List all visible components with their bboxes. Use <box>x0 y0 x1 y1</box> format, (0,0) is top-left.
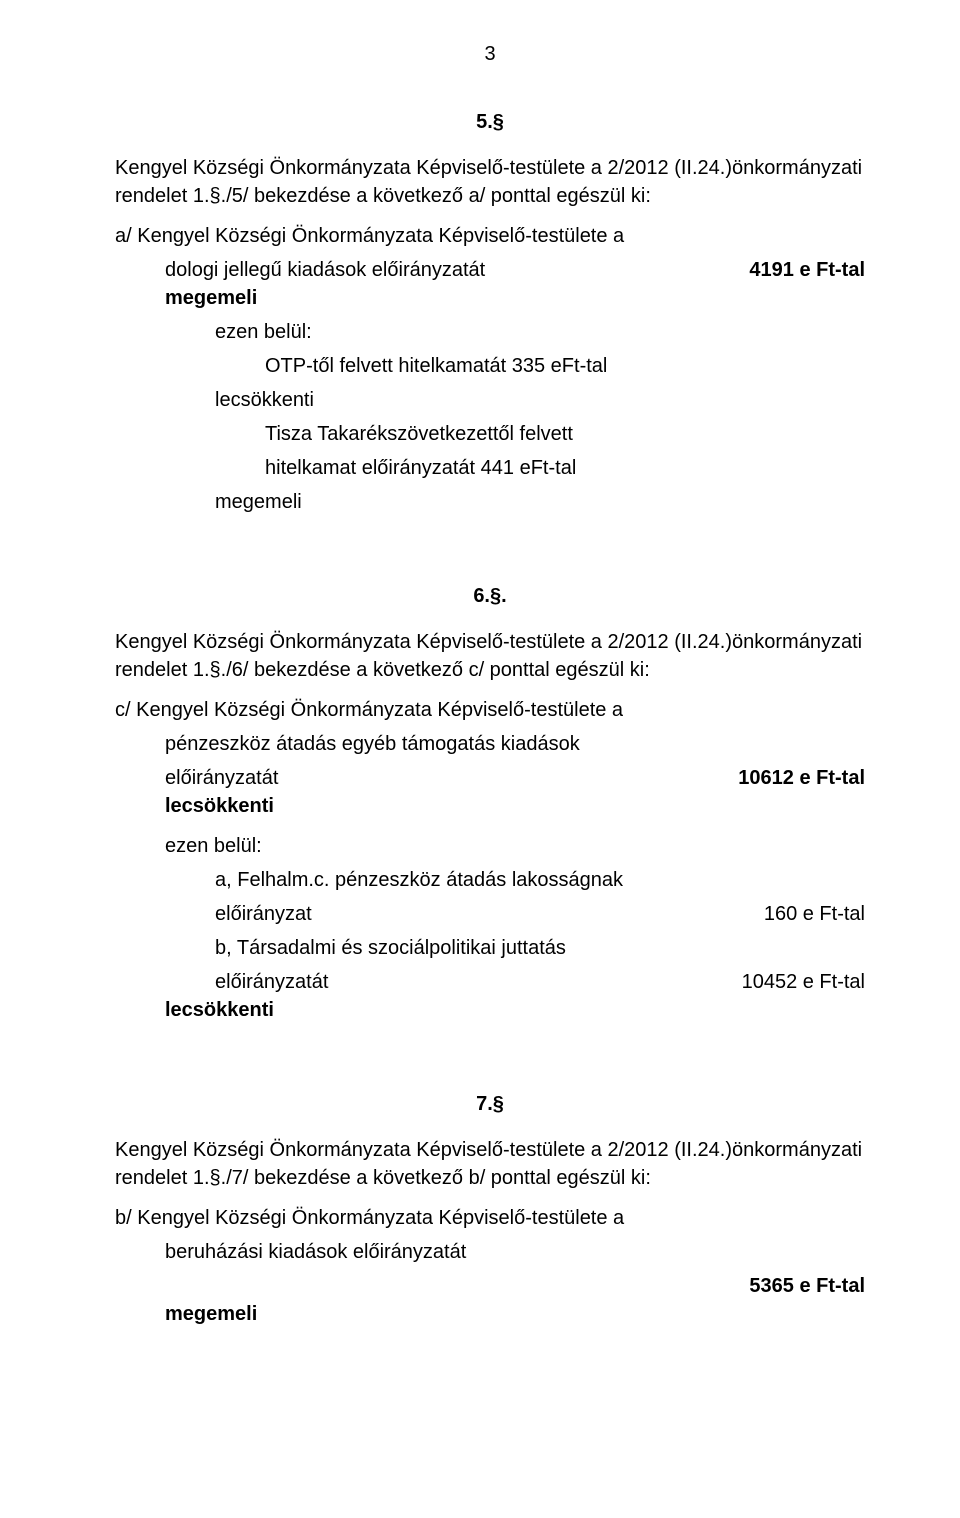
section-6-intro: Kengyel Községi Önkormányzata Képviselő-… <box>115 628 865 684</box>
section-6-lecsokkenti2: lecsökkenti <box>115 996 865 1024</box>
section-7-megemeli: megemeli <box>115 1300 865 1328</box>
section-6-amount-c: 10612 e Ft-tal <box>718 764 865 792</box>
section-5-a-line2: dologi jellegű kiadások előirányzatát <box>165 256 729 284</box>
section-6-c-line3: előirányzatát <box>165 764 718 792</box>
section-5-lecsokkenti: lecsökkenti <box>115 386 865 414</box>
section-6-c-line1: c/ Kengyel Községi Önkormányzata Képvise… <box>115 696 865 724</box>
section-6-b-sub2: előirányzatát <box>215 968 722 996</box>
section-6-heading: 6.§. <box>115 582 865 610</box>
section-5-megemeli2: megemeli <box>115 488 865 516</box>
section-5-a-line1: a/ Kengyel Községi Önkormányzata Képvise… <box>115 222 865 250</box>
section-7-b-line1: b/ Kengyel Községi Önkormányzata Képvise… <box>115 1204 865 1232</box>
section-5-ezen-belul: ezen belül: <box>115 318 865 346</box>
section-5-otp: OTP-től felvett hitelkamatát 335 eFt-tal <box>115 352 865 380</box>
section-5-amount-a: 4191 e Ft-tal <box>729 256 865 284</box>
section-7-intro: Kengyel Községi Önkormányzata Képviselő-… <box>115 1136 865 1192</box>
section-6-amount-b-sub: 10452 e Ft-tal <box>722 968 865 996</box>
section-7-amount-b: 5365 e Ft-tal <box>729 1272 865 1300</box>
section-6-c-line2: pénzeszköz átadás egyéb támogatás kiadás… <box>115 730 865 758</box>
section-5-intro: Kengyel Községi Önkormányzata Képviselő-… <box>115 154 865 210</box>
section-5-heading: 5.§ <box>115 108 865 136</box>
section-5-tisza1: Tisza Takarékszövetkezettől felvett <box>115 420 865 448</box>
section-7-b-line2: beruházási kiadások előirányzatát <box>115 1238 865 1266</box>
section-5-tisza2: hitelkamat előirányzatát 441 eFt-tal <box>115 454 865 482</box>
section-5-megemeli: megemeli <box>115 284 865 312</box>
section-7-heading: 7.§ <box>115 1090 865 1118</box>
section-6-amount-a-sub: 160 e Ft-tal <box>744 900 865 928</box>
section-6-b-sub1: b, Társadalmi és szociálpolitikai juttat… <box>115 934 865 962</box>
section-6-lecsokkenti: lecsökkenti <box>115 792 865 820</box>
section-6-a-sub1: a, Felhalm.c. pénzeszköz átadás lakosság… <box>115 866 865 894</box>
section-6-a-sub2: előirányzat <box>215 900 744 928</box>
page-number: 3 <box>115 40 865 68</box>
section-6-ezen-belul: ezen belül: <box>115 832 865 860</box>
